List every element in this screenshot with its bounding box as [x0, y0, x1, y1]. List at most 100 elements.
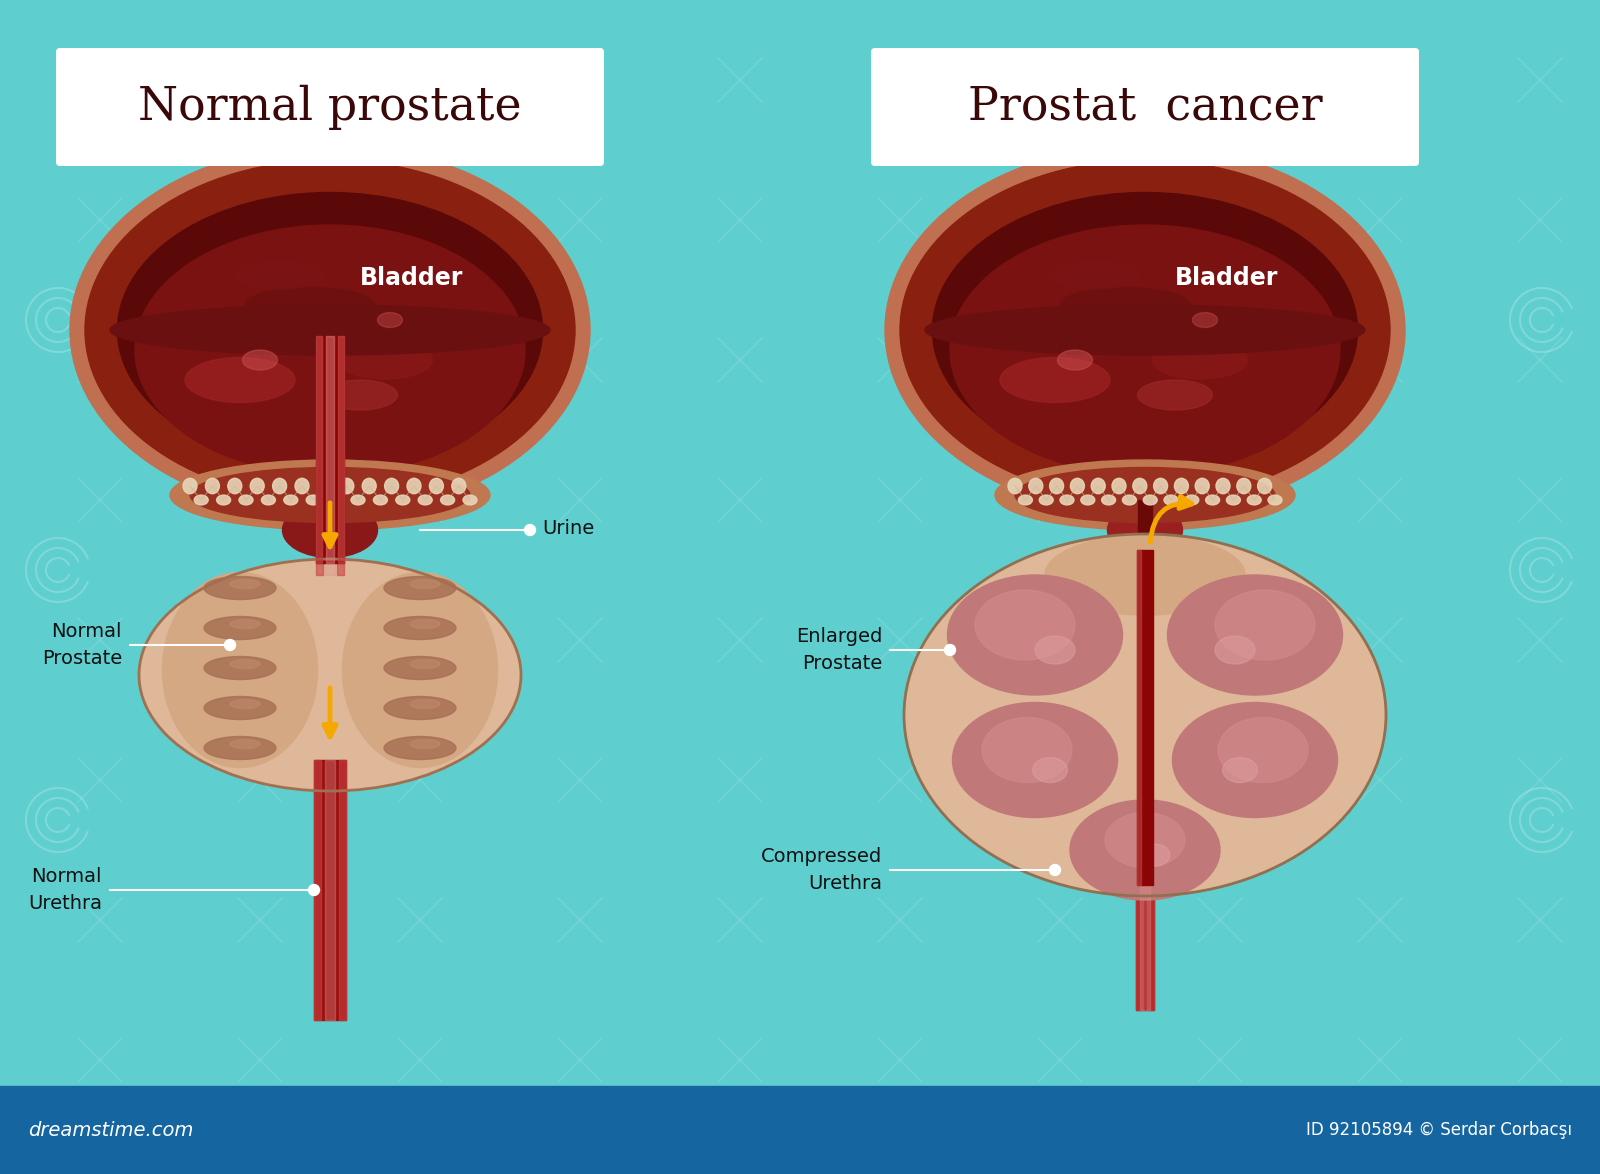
Bar [338, 560, 344, 575]
Ellipse shape [243, 350, 277, 370]
Ellipse shape [194, 495, 208, 505]
Ellipse shape [384, 616, 456, 640]
Ellipse shape [1152, 340, 1248, 379]
Ellipse shape [250, 478, 264, 494]
Ellipse shape [323, 380, 397, 410]
Bar [1138, 549, 1154, 885]
Ellipse shape [230, 660, 259, 668]
Ellipse shape [384, 696, 456, 720]
Ellipse shape [1123, 495, 1136, 505]
Bar [326, 336, 334, 564]
Ellipse shape [339, 478, 354, 494]
Ellipse shape [1168, 575, 1342, 695]
Ellipse shape [384, 736, 456, 760]
Ellipse shape [933, 193, 1357, 467]
Text: Bladder: Bladder [1174, 266, 1278, 290]
Ellipse shape [995, 460, 1294, 529]
Ellipse shape [410, 740, 440, 749]
Circle shape [224, 640, 235, 650]
Bar [314, 760, 322, 1020]
Ellipse shape [384, 656, 456, 680]
Bar [317, 336, 322, 564]
Bar [314, 760, 346, 1020]
Ellipse shape [1014, 467, 1275, 522]
Ellipse shape [899, 160, 1390, 500]
Text: Enlarged
Prostate: Enlarged Prostate [795, 627, 882, 673]
Text: dreamstime.com: dreamstime.com [29, 1120, 194, 1140]
Ellipse shape [1246, 495, 1261, 505]
Ellipse shape [410, 620, 440, 628]
Bar [1138, 549, 1141, 885]
Ellipse shape [1032, 757, 1067, 783]
Ellipse shape [1237, 478, 1251, 494]
Ellipse shape [1070, 799, 1221, 900]
Ellipse shape [1082, 495, 1094, 505]
Ellipse shape [1000, 358, 1110, 403]
Ellipse shape [1184, 495, 1198, 505]
Ellipse shape [306, 495, 320, 505]
Ellipse shape [378, 312, 403, 328]
Ellipse shape [117, 193, 542, 467]
Ellipse shape [1059, 495, 1074, 505]
Ellipse shape [245, 288, 374, 323]
Bar [317, 560, 323, 575]
Ellipse shape [230, 740, 259, 749]
Ellipse shape [227, 478, 242, 494]
Ellipse shape [1038, 495, 1053, 505]
Ellipse shape [70, 146, 590, 515]
Ellipse shape [110, 305, 550, 355]
Ellipse shape [1222, 757, 1258, 783]
Ellipse shape [1165, 495, 1178, 505]
Ellipse shape [186, 358, 294, 403]
Ellipse shape [947, 575, 1123, 695]
Bar [325, 760, 334, 1020]
Text: Normal prostate: Normal prostate [138, 85, 522, 129]
Ellipse shape [925, 305, 1365, 355]
Ellipse shape [1139, 844, 1170, 866]
Ellipse shape [440, 495, 454, 505]
Ellipse shape [395, 495, 410, 505]
Ellipse shape [1258, 478, 1272, 494]
Ellipse shape [182, 478, 197, 494]
Ellipse shape [1091, 478, 1106, 494]
Ellipse shape [1218, 717, 1309, 783]
Ellipse shape [373, 495, 387, 505]
Text: Compressed
Urethra: Compressed Urethra [760, 848, 882, 892]
Bar [1136, 885, 1142, 1010]
Ellipse shape [982, 717, 1072, 783]
Ellipse shape [1058, 350, 1093, 370]
Ellipse shape [1154, 478, 1168, 494]
Bar [317, 497, 342, 556]
Circle shape [944, 645, 955, 655]
Text: Normal
Urethra: Normal Urethra [29, 868, 102, 912]
Ellipse shape [216, 495, 230, 505]
Ellipse shape [163, 573, 317, 768]
Ellipse shape [1050, 478, 1064, 494]
Ellipse shape [1070, 478, 1085, 494]
Ellipse shape [230, 580, 259, 588]
Ellipse shape [451, 478, 466, 494]
Ellipse shape [1059, 288, 1190, 323]
Ellipse shape [1050, 261, 1139, 289]
Ellipse shape [1174, 478, 1189, 494]
Bar [1139, 885, 1150, 1010]
Ellipse shape [317, 478, 331, 494]
Ellipse shape [1045, 535, 1245, 615]
Ellipse shape [190, 467, 470, 522]
Bar [1147, 885, 1154, 1010]
Ellipse shape [384, 576, 456, 600]
Ellipse shape [418, 495, 432, 505]
Ellipse shape [294, 478, 309, 494]
Ellipse shape [328, 495, 342, 505]
Ellipse shape [261, 495, 275, 505]
Ellipse shape [410, 660, 440, 668]
Ellipse shape [230, 620, 259, 628]
Bar [338, 336, 344, 564]
Bar [1136, 885, 1154, 1010]
Ellipse shape [410, 580, 440, 588]
Circle shape [525, 525, 536, 535]
Ellipse shape [1216, 478, 1230, 494]
Ellipse shape [1214, 636, 1254, 664]
Ellipse shape [338, 340, 432, 379]
Ellipse shape [362, 478, 376, 494]
